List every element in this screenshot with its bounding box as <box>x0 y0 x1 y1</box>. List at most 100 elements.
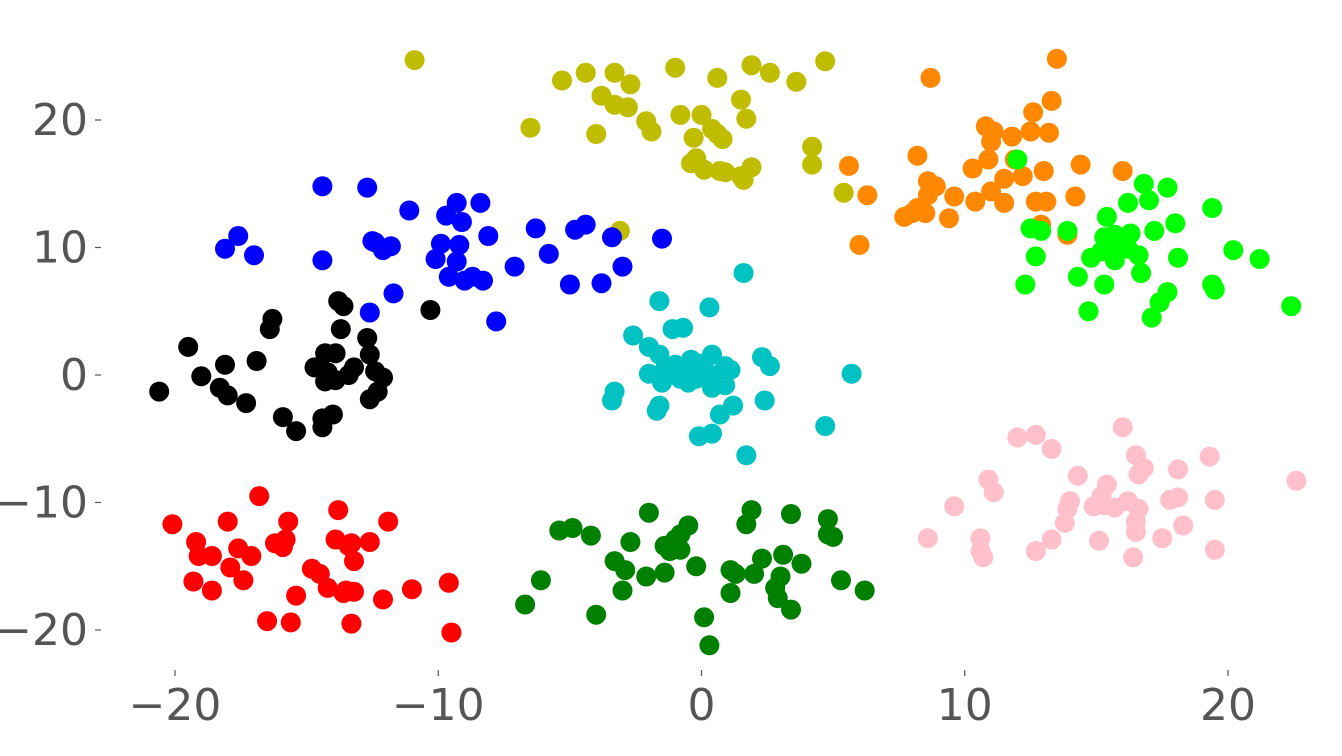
scatter-point <box>244 245 264 266</box>
scatter-point <box>849 234 870 255</box>
series-1 <box>838 48 1133 255</box>
scatter-point <box>620 74 641 95</box>
scatter-point <box>638 502 659 523</box>
scatter-point <box>709 404 730 425</box>
series-5 <box>602 263 862 466</box>
scatter-point <box>1039 122 1059 143</box>
scatter-point <box>994 192 1015 213</box>
scatter-point <box>802 154 823 175</box>
x-tick-label: 20 <box>1200 680 1256 731</box>
scatter-point <box>1020 121 1041 142</box>
scatter-point <box>791 553 812 574</box>
scatter-point <box>404 50 425 71</box>
scatter-point <box>438 266 459 287</box>
scatter-point <box>673 317 694 338</box>
scatter-point <box>1128 245 1149 266</box>
scatter-point <box>220 557 241 578</box>
scatter-point <box>744 563 765 584</box>
scatter-point <box>733 263 754 283</box>
scatter-point <box>430 233 451 254</box>
scatter-point <box>715 162 736 183</box>
scatter-point <box>1031 220 1052 241</box>
scatter-point <box>994 168 1015 189</box>
scatter-point <box>665 57 686 78</box>
scatter-point <box>649 291 670 312</box>
scatter-point <box>1065 186 1086 207</box>
scatter-point <box>1067 465 1088 486</box>
scatter-point <box>652 228 672 249</box>
scatter-point <box>1199 446 1220 467</box>
scatter-point <box>333 296 354 317</box>
scatter-point <box>857 185 878 206</box>
scatter-point <box>1078 301 1099 322</box>
scatter-point <box>312 176 333 197</box>
scatter-point <box>725 563 746 584</box>
x-tick-label: −10 <box>392 680 485 731</box>
scatter-point <box>1204 279 1225 300</box>
y-tick-label: −10 <box>0 478 88 529</box>
scatter-point <box>623 325 644 346</box>
scatter-point <box>217 511 238 532</box>
scatter-point <box>838 155 859 176</box>
scatter-point <box>183 571 204 592</box>
scatter-point <box>552 70 572 91</box>
scatter-point <box>1139 190 1159 211</box>
scatter-point <box>602 227 622 248</box>
scatter-point <box>1015 274 1036 295</box>
scatter-point <box>1036 191 1057 212</box>
scatter-point <box>520 117 541 138</box>
scatter-point <box>602 390 622 411</box>
scatter-point <box>449 234 470 255</box>
scatter-point <box>1168 487 1188 508</box>
scatter-point <box>586 604 607 625</box>
scatter-point <box>1104 497 1125 518</box>
scatter-point <box>823 526 844 547</box>
scatter-point <box>401 579 422 600</box>
series-6 <box>917 417 1307 568</box>
x-tick-label: 0 <box>688 680 716 731</box>
scatter-point <box>686 556 707 577</box>
scatter-point <box>1118 192 1138 213</box>
scatter-point <box>538 243 559 264</box>
scatter-point <box>399 200 420 221</box>
scatter-point <box>259 319 280 340</box>
scatter-point <box>691 104 712 125</box>
scatter-point <box>1202 198 1223 218</box>
scatter-point <box>831 570 851 591</box>
scatter-point <box>246 351 267 371</box>
scatter-point <box>1046 48 1067 69</box>
x-tick-label: 10 <box>937 680 993 731</box>
scatter-point <box>1157 177 1178 198</box>
scatter-point <box>636 566 657 587</box>
scatter-point <box>1096 206 1117 227</box>
scatter-point <box>312 417 333 438</box>
scatter-point <box>612 580 633 601</box>
scatter-point <box>286 421 307 442</box>
scatter-point <box>359 302 380 323</box>
scatter-point <box>604 62 625 83</box>
scatter-point <box>962 158 983 179</box>
scatter-point <box>646 400 667 421</box>
scatter-point <box>902 203 923 224</box>
scatter-point <box>215 238 235 259</box>
scatter-point <box>1033 161 1054 181</box>
scatter-point <box>944 186 965 207</box>
scatter-point <box>1025 246 1046 267</box>
scatter-point <box>586 124 607 144</box>
scatter-point <box>612 256 633 277</box>
scatter-point <box>478 226 499 246</box>
scatter-point <box>1041 438 1062 459</box>
scatter-point <box>1025 424 1046 445</box>
axis-ticks: −20 −10 0 10 20 −20 −10 0 10 20 <box>0 95 1256 731</box>
scatter-point <box>731 89 751 110</box>
scatter-point <box>162 514 183 535</box>
scatter-point <box>833 182 854 203</box>
scatter-point <box>1070 154 1091 175</box>
scatter-point <box>330 319 351 340</box>
scatter-point <box>336 580 357 601</box>
scatter-point <box>233 570 254 591</box>
scatter-point <box>441 622 462 643</box>
scatter-point <box>1131 263 1152 283</box>
scatter-point <box>815 51 836 72</box>
scatter-point <box>741 55 762 76</box>
